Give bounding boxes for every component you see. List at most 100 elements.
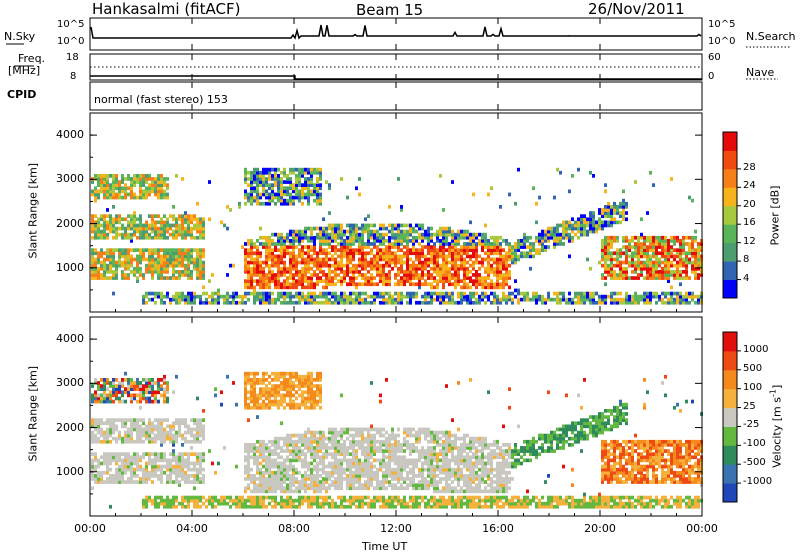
heatmap-cell	[244, 489, 247, 494]
heatmap-cell	[175, 436, 178, 441]
heatmap-cell	[394, 226, 397, 231]
heatmap-cell	[313, 273, 316, 277]
heatmap-cell	[148, 381, 151, 385]
heatmap-cell	[94, 192, 97, 197]
heatmap-cell	[316, 177, 319, 181]
heatmap-cell	[100, 254, 103, 259]
heatmap-cell	[424, 279, 427, 283]
heatmap-cell	[625, 254, 628, 259]
heatmap-cell	[547, 245, 550, 249]
heatmap-cell	[292, 381, 295, 385]
heatmap-cell	[277, 439, 280, 444]
heatmap-cell	[187, 464, 190, 469]
heatmap-cell	[244, 167, 247, 172]
heatmap-cell	[394, 273, 397, 277]
heatmap-cell	[613, 270, 616, 274]
heatmap-cell	[259, 495, 262, 500]
heatmap-cell	[151, 436, 154, 441]
heatmap-cell	[298, 489, 301, 494]
heatmap-cell	[148, 455, 151, 460]
heatmap-cell	[115, 229, 118, 234]
heatmap-cell	[292, 279, 295, 283]
heatmap-cell	[124, 461, 127, 466]
heatmap-cell	[172, 501, 175, 506]
heatmap-cell	[298, 374, 301, 379]
heatmap-cell	[196, 273, 199, 277]
heatmap-cell	[583, 214, 586, 218]
heatmap-cell	[133, 458, 136, 463]
heatmap-cell	[160, 235, 163, 240]
heatmap-cell	[475, 232, 478, 237]
heatmap-cell	[277, 378, 280, 382]
heatmap-cell	[679, 282, 682, 287]
heatmap-cell	[256, 455, 259, 460]
heatmap-cell	[166, 381, 169, 385]
heatmap-cell	[307, 266, 310, 271]
heatmap-cell	[334, 276, 337, 280]
heatmap-cell	[256, 415, 259, 419]
heatmap-cell	[601, 245, 604, 249]
heatmap-cell	[298, 402, 301, 407]
heatmap-cell	[346, 294, 349, 299]
heatmap-cell	[397, 177, 400, 181]
heatmap-cell	[652, 260, 655, 265]
heatmap-cell	[91, 251, 94, 256]
heatmap-cell	[688, 245, 691, 249]
heatmap-cell	[331, 235, 334, 240]
heatmap-cell	[97, 273, 100, 277]
heatmap-cell	[304, 297, 307, 302]
heatmap-cell	[259, 443, 262, 447]
heatmap-cell	[202, 474, 205, 478]
heatmap-cell	[382, 282, 385, 287]
heatmap-cell	[490, 248, 493, 252]
heatmap-cell	[256, 461, 259, 466]
heatmap-cell	[121, 186, 124, 191]
heatmap-cell	[646, 276, 649, 280]
heatmap-cell	[283, 297, 286, 302]
heatmap-cell	[253, 285, 256, 290]
heatmap-cell	[442, 291, 445, 296]
heatmap-cell	[592, 297, 595, 302]
heatmap-cell	[133, 452, 136, 456]
heatmap-cell	[649, 242, 652, 246]
heatmap-cell	[304, 180, 307, 184]
heatmap-cell	[196, 396, 199, 401]
heatmap-cell	[667, 251, 670, 256]
heatmap-cell	[478, 254, 481, 259]
heatmap-cell	[292, 198, 295, 203]
heatmap-cell	[406, 254, 409, 259]
heatmap-cell	[307, 183, 310, 187]
heatmap-cell	[433, 263, 436, 268]
heatmap-cell	[676, 291, 679, 296]
heatmap-cell	[352, 257, 355, 262]
heatmap-cell	[250, 387, 253, 391]
heatmap-cell	[445, 248, 448, 252]
heatmap-cell	[259, 195, 262, 200]
heatmap-cell	[148, 424, 151, 429]
heatmap-cell	[628, 276, 631, 280]
heatmap-cell	[280, 486, 283, 491]
heatmap-cell	[499, 242, 502, 246]
heatmap-cell	[526, 239, 529, 243]
heatmap-cell	[562, 220, 565, 225]
heatmap-cell	[280, 291, 283, 296]
heatmap-cell	[142, 174, 145, 178]
heatmap-cell	[175, 470, 178, 475]
heatmap-cell	[94, 270, 97, 274]
heatmap-cell	[451, 251, 454, 256]
heatmap-cell	[586, 223, 589, 228]
heatmap-cell	[439, 300, 442, 305]
heatmap-cell	[292, 433, 295, 438]
heatmap-cell	[442, 248, 445, 252]
heatmap-cell	[616, 276, 619, 280]
heatmap-cell	[301, 399, 304, 404]
heatmap-cell	[112, 455, 115, 460]
heatmap-cell	[637, 254, 640, 259]
heatmap-cell	[484, 235, 487, 240]
heatmap-cell	[298, 449, 301, 453]
heatmap-cell	[106, 470, 109, 475]
heatmap-cell	[607, 294, 610, 299]
heatmap-cell	[277, 467, 280, 472]
heatmap-cell	[118, 251, 121, 256]
heatmap-cell	[643, 294, 646, 299]
